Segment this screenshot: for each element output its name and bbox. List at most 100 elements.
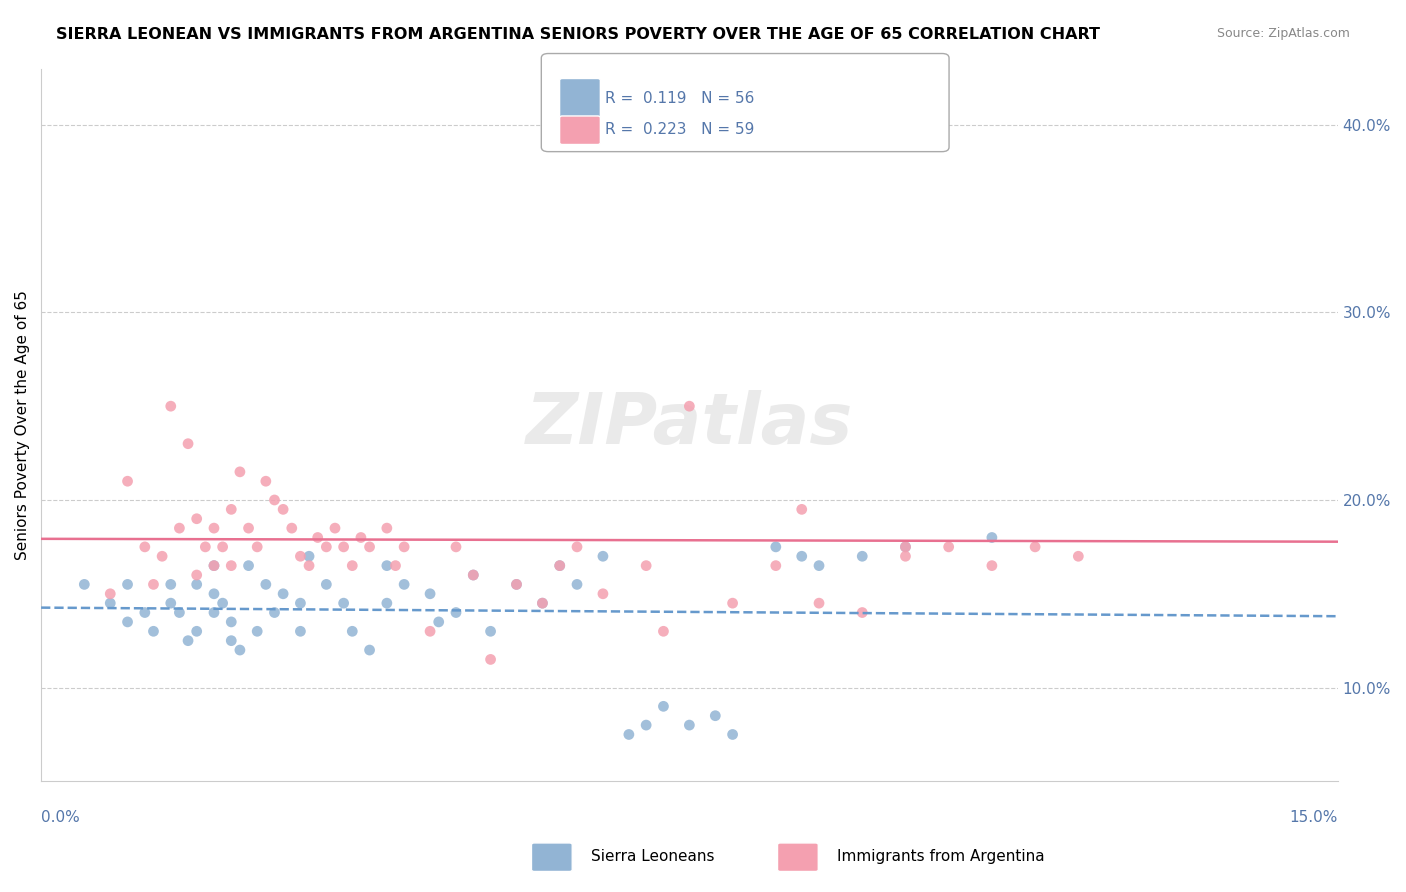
Text: 15.0%: 15.0% <box>1289 810 1337 824</box>
Point <box>298 558 321 573</box>
Point <box>548 558 571 573</box>
Point <box>444 606 467 620</box>
Point <box>894 540 917 554</box>
Point <box>117 474 139 488</box>
Point <box>142 577 165 591</box>
Point <box>359 643 381 657</box>
Point <box>98 587 121 601</box>
Point <box>159 596 181 610</box>
Point <box>678 399 700 413</box>
Point <box>238 558 260 573</box>
Point <box>531 596 554 610</box>
Point <box>281 521 304 535</box>
Point <box>323 521 346 535</box>
Point <box>202 521 225 535</box>
Point <box>238 521 260 535</box>
Point <box>531 596 554 610</box>
Point <box>229 643 252 657</box>
Point <box>246 540 269 554</box>
Point <box>636 558 658 573</box>
Point <box>505 577 527 591</box>
Point <box>271 502 294 516</box>
Point <box>765 558 787 573</box>
Point <box>505 577 527 591</box>
Point <box>332 596 354 610</box>
Point <box>938 540 960 554</box>
Point <box>704 708 727 723</box>
Point <box>134 606 156 620</box>
Point <box>159 399 181 413</box>
Text: SIERRA LEONEAN VS IMMIGRANTS FROM ARGENTINA SENIORS POVERTY OVER THE AGE OF 65 C: SIERRA LEONEAN VS IMMIGRANTS FROM ARGENT… <box>56 27 1101 42</box>
Point <box>392 577 415 591</box>
Text: R =  0.119   N = 56: R = 0.119 N = 56 <box>605 91 754 105</box>
Text: Sierra Leoneans: Sierra Leoneans <box>591 849 714 863</box>
Text: R =  0.223   N = 59: R = 0.223 N = 59 <box>605 122 754 136</box>
Point <box>290 624 312 639</box>
Point <box>384 558 406 573</box>
Point <box>851 606 873 620</box>
Point <box>851 80 873 95</box>
Point <box>808 596 831 610</box>
Point <box>202 606 225 620</box>
Point <box>202 587 225 601</box>
Point <box>219 633 242 648</box>
Text: 0.0%: 0.0% <box>41 810 80 824</box>
Point <box>463 568 485 582</box>
Point <box>263 493 285 508</box>
Point <box>375 596 398 610</box>
Point <box>463 568 485 582</box>
Point <box>592 549 614 564</box>
Point <box>765 540 787 554</box>
Point <box>1067 549 1090 564</box>
Point <box>169 606 191 620</box>
Point <box>307 531 329 545</box>
Point <box>851 549 873 564</box>
Point <box>246 624 269 639</box>
Point <box>290 549 312 564</box>
Point <box>636 718 658 732</box>
Point <box>315 577 337 591</box>
Point <box>290 596 312 610</box>
Point <box>211 596 233 610</box>
Point <box>479 624 502 639</box>
Point <box>721 596 744 610</box>
Point <box>427 615 450 629</box>
Y-axis label: Seniors Poverty Over the Age of 65: Seniors Poverty Over the Age of 65 <box>15 290 30 560</box>
Point <box>359 540 381 554</box>
Point <box>392 540 415 554</box>
Point <box>202 558 225 573</box>
Point <box>721 727 744 741</box>
Point <box>219 558 242 573</box>
Point <box>592 587 614 601</box>
Point <box>980 531 1002 545</box>
Point <box>1024 540 1046 554</box>
Point <box>652 699 675 714</box>
Point <box>117 577 139 591</box>
Point <box>254 577 277 591</box>
Point <box>186 512 208 526</box>
Point <box>73 577 96 591</box>
Point <box>808 558 831 573</box>
Point <box>548 558 571 573</box>
Point <box>678 718 700 732</box>
Point <box>117 615 139 629</box>
Point <box>298 549 321 564</box>
Point <box>315 540 337 554</box>
Point <box>419 587 441 601</box>
Point <box>332 540 354 554</box>
Point <box>194 540 217 554</box>
Point <box>219 615 242 629</box>
Point <box>479 652 502 666</box>
Point <box>617 727 640 741</box>
Point <box>565 540 588 554</box>
Point <box>271 587 294 601</box>
Point <box>186 577 208 591</box>
Point <box>98 596 121 610</box>
Point <box>142 624 165 639</box>
Point <box>150 549 173 564</box>
Point <box>342 558 364 573</box>
Point <box>444 540 467 554</box>
Point <box>219 502 242 516</box>
Point <box>263 606 285 620</box>
Point <box>169 521 191 535</box>
